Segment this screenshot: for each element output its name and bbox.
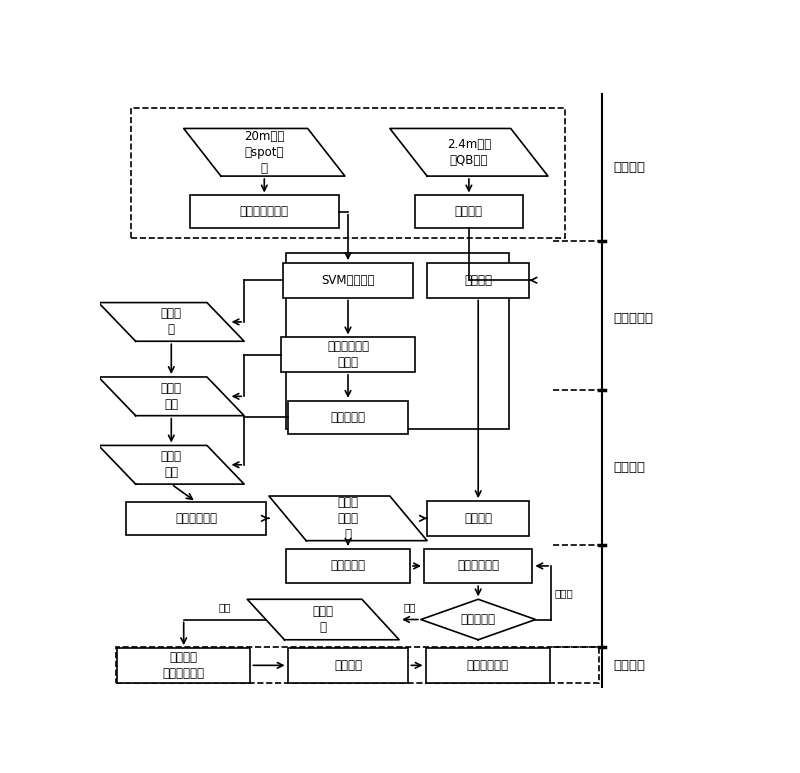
Text: 通过: 通过 [404,602,416,612]
Text: 精度与
景观指
数: 精度与 景观指 数 [338,495,358,541]
Text: SVM监督分类: SVM监督分类 [322,274,374,287]
Text: 景观指数计算: 景观指数计算 [175,512,217,525]
Bar [282,337,414,372]
Text: 实验数据: 实验数据 [614,161,646,174]
Bar [414,196,523,228]
Text: 显著性检验: 显著性检验 [461,613,496,626]
Bar [283,263,413,298]
Text: 模型检验: 模型检验 [614,659,646,672]
Bar [117,648,250,683]
Polygon shape [98,302,244,341]
Text: 2.4m分辨
率QB数据: 2.4m分辨 率QB数据 [446,138,491,167]
Polygon shape [247,599,399,640]
Bar [427,501,530,536]
Bar [426,648,550,683]
Bar [126,502,266,535]
Bar [286,549,410,583]
Polygon shape [390,128,548,176]
Bar [190,196,338,228]
Text: 20m分辨
率spot数
据: 20m分辨 率spot数 据 [244,130,285,175]
Text: 模型检验: 模型检验 [334,659,362,672]
Bar [427,263,530,298]
Text: 最佳: 最佳 [218,602,231,612]
Bar [286,254,509,429]
Text: 拟合回归模型: 拟合回归模型 [458,560,499,573]
Bar [131,108,565,238]
Bar [287,648,409,683]
Text: 目视解译: 目视解译 [455,206,483,218]
Polygon shape [98,445,244,484]
Text: 分类专
题图: 分类专 题图 [161,382,182,410]
Text: 曲线回归
（最佳模型）: 曲线回归 （最佳模型） [162,651,205,679]
Text: 分类后处理及
二值化: 分类后处理及 二值化 [327,340,369,369]
Polygon shape [184,128,345,176]
Polygon shape [269,496,427,540]
Text: 数据标准化处理: 数据标准化处理 [240,206,289,218]
Text: 回归模
型: 回归模 型 [313,605,334,634]
Text: 矢量化
图斑: 矢量化 图斑 [161,450,182,479]
Bar [115,647,599,683]
Text: 景观指数评价: 景观指数评价 [466,659,509,672]
Text: 分类结
果: 分类结 果 [161,308,182,336]
Bar [287,400,409,434]
Polygon shape [98,377,244,416]
Text: 不通过: 不通过 [554,587,573,598]
Text: 数据预处理: 数据预处理 [614,312,654,325]
Text: 参考真值: 参考真值 [464,274,492,287]
Text: 图斑矢量化: 图斑矢量化 [330,410,366,424]
Text: 曲线拟合: 曲线拟合 [614,461,646,475]
Polygon shape [421,599,535,640]
Text: 图斑精度: 图斑精度 [464,512,492,525]
Bar [424,549,533,583]
Text: 相关性分析: 相关性分析 [330,560,366,573]
